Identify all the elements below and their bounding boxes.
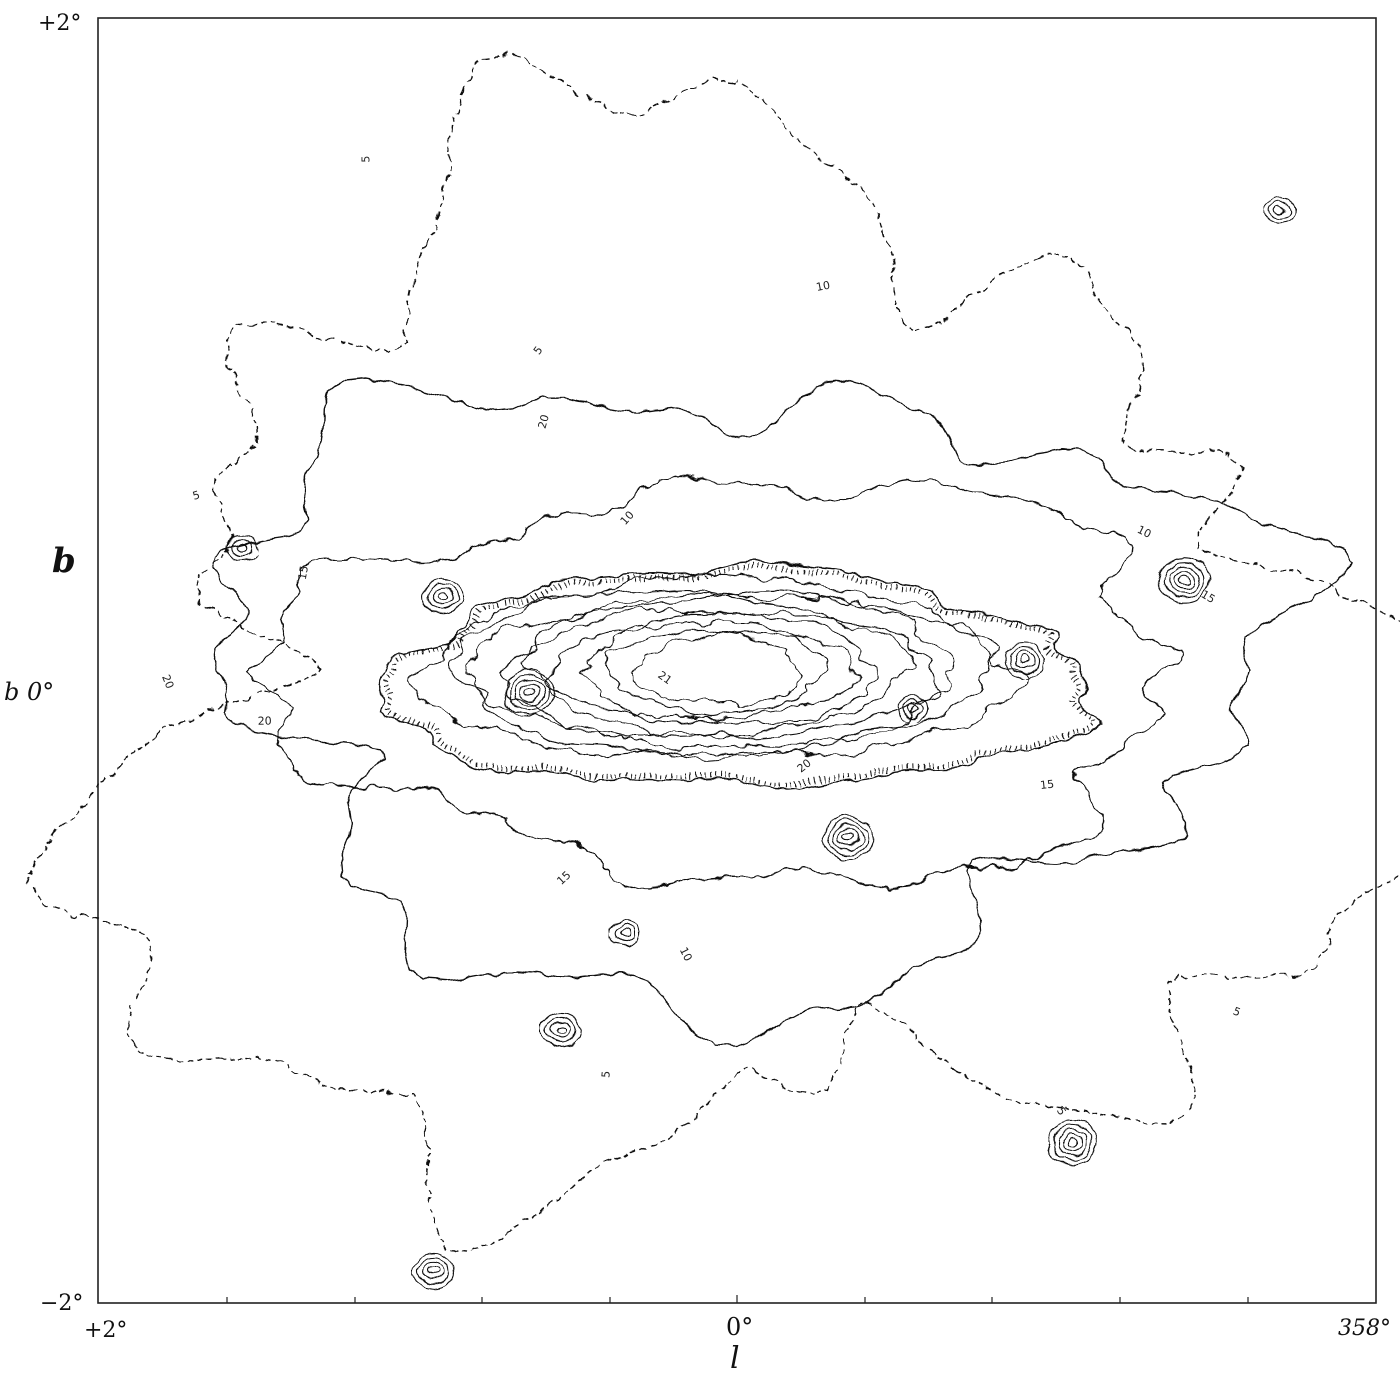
compact-source [422, 578, 464, 615]
compact-sources [226, 197, 1296, 1289]
compact-source [503, 670, 555, 716]
contour-lines [26, 55, 1400, 1253]
contour-label: 10 [618, 508, 637, 527]
contour-label: 10 [815, 279, 831, 294]
compact-source [1004, 642, 1046, 679]
core-contour [543, 611, 880, 726]
contour-label: 15 [1039, 778, 1054, 792]
x-tick-label-mid: 0° [726, 1313, 753, 1341]
contour-label: 15 [1199, 588, 1218, 606]
core-contour [604, 629, 829, 716]
x-tick-label-right: 358° [1338, 1316, 1391, 1341]
compact-source [1264, 197, 1296, 225]
compact-source [540, 1011, 582, 1048]
core-contour [519, 609, 917, 737]
core-contour [629, 633, 803, 705]
core-contour [463, 593, 957, 748]
contour-label: 5 [531, 344, 546, 357]
contour-label: 5 [599, 1070, 613, 1078]
contour-label: 15 [296, 565, 311, 581]
contour-level-5 [26, 55, 1400, 1253]
contour-label: 10 [1135, 523, 1153, 541]
contour-label: 20 [536, 413, 552, 430]
contour-label: 15 [554, 869, 573, 888]
compact-source [1046, 1119, 1099, 1165]
y-tick-label-mid: b 0° [4, 678, 54, 706]
compact-source [897, 695, 929, 723]
plot-frame [97, 17, 1377, 1304]
core-contour [406, 574, 1028, 756]
y-tick-label-bottom: −2° [40, 1291, 83, 1316]
contour-label: 5 [360, 156, 373, 163]
compact-source [226, 534, 258, 562]
contour-label: 5 [191, 488, 201, 502]
core-contour [500, 595, 942, 738]
compact-source [823, 814, 875, 860]
contour-label: 20 [159, 673, 176, 691]
x-tick-label-left: +2° [84, 1318, 127, 1343]
y-axis-title: b [52, 541, 76, 581]
contour-label: 20 [795, 756, 814, 775]
y-tick-label-top: +2° [38, 11, 81, 36]
contour-level-15 [246, 475, 1182, 890]
contour-level-20 [377, 560, 1101, 791]
x-axis-title: l [730, 1341, 740, 1374]
contour-label: 20 [258, 715, 272, 728]
contour-label: 10 [677, 945, 695, 963]
core-contour [580, 621, 859, 720]
x-tick-marks [226, 1295, 1249, 1303]
compact-source [1158, 557, 1210, 603]
contour-level-10 [211, 377, 1354, 1046]
compact-source [609, 920, 641, 948]
compact-source [412, 1252, 455, 1289]
contour-label: 21 [655, 668, 674, 687]
contour-label: 5 [1231, 1005, 1242, 1020]
